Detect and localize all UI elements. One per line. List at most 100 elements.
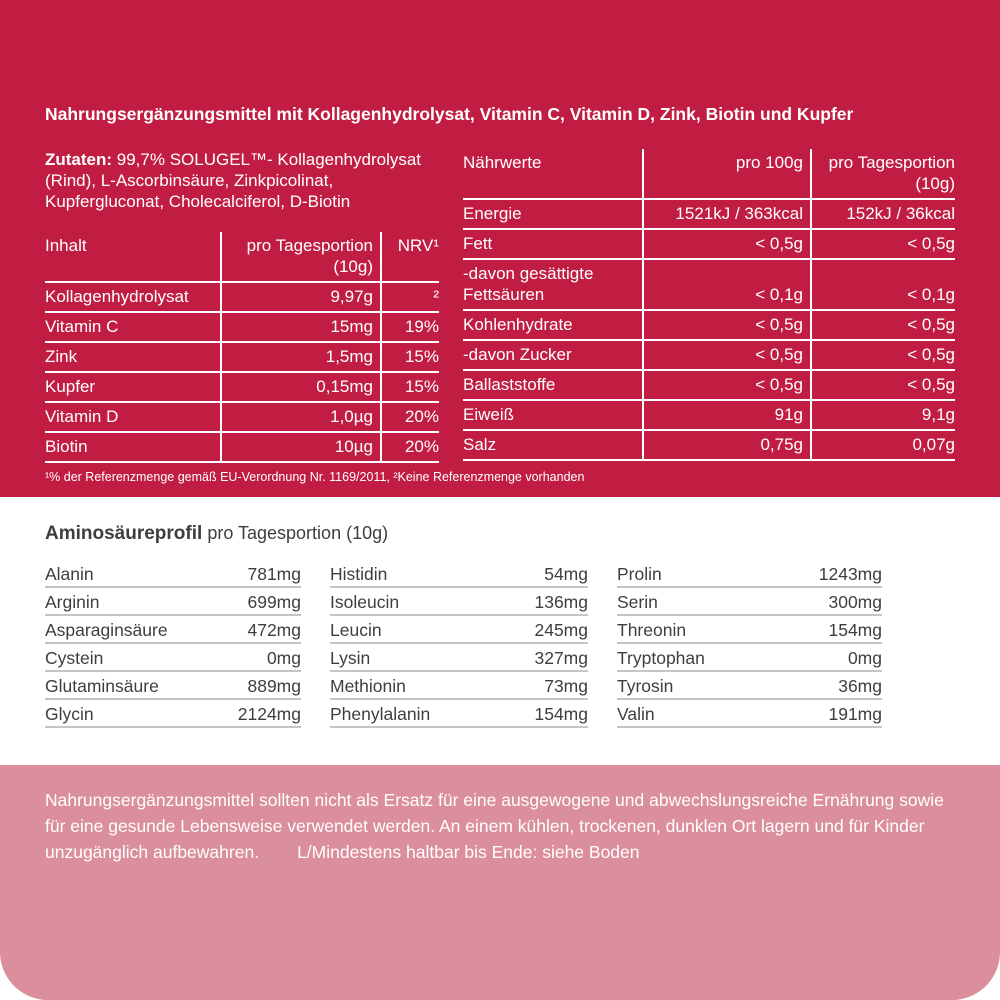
amino-name: Isoleucin [330,592,400,612]
amino-panel: Aminosäureprofil pro Tagesportion (10g) … [0,497,1000,765]
footnote-text: ¹% der Referenzmenge gemäß EU-Verordnung… [45,470,585,484]
amino-name: Asparaginsäure [45,620,168,640]
row-label: Zink [45,342,221,373]
row-portion: < 0,5g [810,310,955,341]
row-label: Kollagenhydrolysat [45,282,221,313]
amino-amount: 0mg [266,648,301,668]
content-table-header: Inhalt pro Tagesportion (10g) NRV¹ [45,232,439,283]
amino-amount: 781mg [247,564,301,584]
amino-row: Lysin 327mg [330,644,588,672]
table-row: Vitamin C 15mg 19% [45,312,439,343]
row-value: 0,15mg [220,372,381,403]
table-row: Salz 0,75g 0,07g [463,430,955,461]
nutrition-table: Nährwerte pro 100g pro Tagesportion (10g… [463,149,955,461]
storage-paragraph: Nahrungsergänzungsmittel sollten nicht a… [45,787,952,865]
amino-row: Tyrosin 36mg [617,672,882,700]
table-row: Kollagenhydrolysat 9,97g ² [45,282,439,313]
amino-amount: 300mg [828,592,882,612]
amino-amount: 36mg [838,676,882,696]
nutrition-columns: Zutaten: 99,7% SOLUGEL™- Kollagenhydroly… [45,149,955,463]
row-label: Eiweiß [463,400,643,431]
content-table: Inhalt pro Tagesportion (10g) NRV¹ Kolla… [45,232,439,463]
amino-row: Tryptophan 0mg [617,644,882,672]
row-portion: < 0,1g [810,259,955,311]
amino-row: Phenylalanin 154mg [330,700,588,728]
amino-row: Arginin 699mg [45,588,301,616]
row-nrv: 20% [380,402,439,433]
amino-row: Asparaginsäure 472mg [45,616,301,644]
row-label: Energie [463,199,643,230]
amino-name: Valin [617,704,655,724]
row-label: -davon gesättigte Fettsäuren [463,259,643,311]
amino-name: Methionin [330,676,406,696]
row-nrv: 20% [380,432,439,463]
amino-row: Glycin 2124mg [45,700,301,728]
amino-amount: 2124mg [237,704,301,724]
table-row: -davon gesättigte Fettsäuren < 0,1g < 0,… [463,259,955,311]
ingredients-label: Zutaten: [45,150,113,169]
amino-column: Histidin 54mg Isoleucin 136mg Leucin 245… [330,560,588,728]
amino-amount: 889mg [247,676,301,696]
amino-row: Alanin 781mg [45,560,301,588]
row-per100: < 0,5g [642,229,811,260]
row-portion: 9,1g [810,400,955,431]
amino-title-subtitle: pro Tagesportion (10g) [202,523,389,543]
row-label: Salz [463,430,643,461]
row-value: 9,97g [220,282,381,313]
nutrition-col-label: Nährwerte [463,149,643,200]
amino-amount: 327mg [534,648,588,668]
amino-amount: 1243mg [818,564,882,584]
nutrition-table-header: Nährwerte pro 100g pro Tagesportion (10g… [463,149,955,200]
table-row: Zink 1,5mg 15% [45,342,439,373]
content-col-portion: pro Tagesportion (10g) [220,232,381,283]
row-value: 15mg [220,312,381,343]
row-label: Kupfer [45,372,221,403]
row-per100: < 0,5g [642,310,811,341]
table-row: Energie 1521kJ / 363kcal 152kJ / 36kcal [463,199,955,230]
amino-amount: 0mg [847,648,882,668]
table-row: Kohlenhydrate < 0,5g < 0,5g [463,310,955,341]
amino-row: Cystein 0mg [45,644,301,672]
product-title: Nahrungsergänzungsmittel mit Kollagenhyd… [45,104,854,124]
row-portion: < 0,5g [810,340,955,371]
amino-amount: 154mg [534,704,588,724]
amino-row: Valin 191mg [617,700,882,728]
table-row: Biotin 10µg 20% [45,432,439,463]
row-nrv: 19% [380,312,439,343]
amino-name: Threonin [617,620,687,640]
disclaimer-text: Nahrungsergänzungsmittel sollten nicht a… [45,790,944,862]
amino-name: Cystein [45,648,104,668]
row-label: Biotin [45,432,221,463]
row-per100: 0,75g [642,430,811,461]
table-row: Fett < 0,5g < 0,5g [463,229,955,260]
table-row: Kupfer 0,15mg 15% [45,372,439,403]
amino-row: Threonin 154mg [617,616,882,644]
amino-amount: 472mg [247,620,301,640]
row-portion: 152kJ / 36kcal [810,199,955,230]
right-column: Nährwerte pro 100g pro Tagesportion (10g… [463,149,955,461]
amino-row: Glutaminsäure 889mg [45,672,301,700]
amino-amount: 191mg [828,704,882,724]
row-value: 10µg [220,432,381,463]
amino-name: Phenylalanin [330,704,431,724]
storage-note: L/Mindestens haltbar bis Ende: siehe Bod… [297,842,640,862]
amino-name: Histidin [330,564,388,584]
amino-name: Prolin [617,564,662,584]
amino-amount: 245mg [534,620,588,640]
row-nrv: ² [380,282,439,313]
amino-column: Prolin 1243mg Serin 300mg Threonin 154mg… [617,560,882,728]
amino-row: Methionin 73mg [330,672,588,700]
amino-title-bold: Aminosäureprofil [45,523,203,544]
nutrition-col-portion: pro Tagesportion (10g) [810,149,955,200]
left-column: Zutaten: 99,7% SOLUGEL™- Kollagenhydroly… [45,149,439,463]
amino-name: Glutaminsäure [45,676,159,696]
row-per100: < 0,1g [642,259,811,311]
ingredients-text: 99,7% SOLUGEL™- Kollagenhydrolysat (Rind… [45,150,422,211]
amino-row: Isoleucin 136mg [330,588,588,616]
row-label: Vitamin D [45,402,221,433]
row-label: Vitamin C [45,312,221,343]
row-per100: < 0,5g [642,340,811,371]
ingredients-paragraph: Zutaten: 99,7% SOLUGEL™- Kollagenhydroly… [45,149,439,212]
table-row: Vitamin D 1,0µg 20% [45,402,439,433]
